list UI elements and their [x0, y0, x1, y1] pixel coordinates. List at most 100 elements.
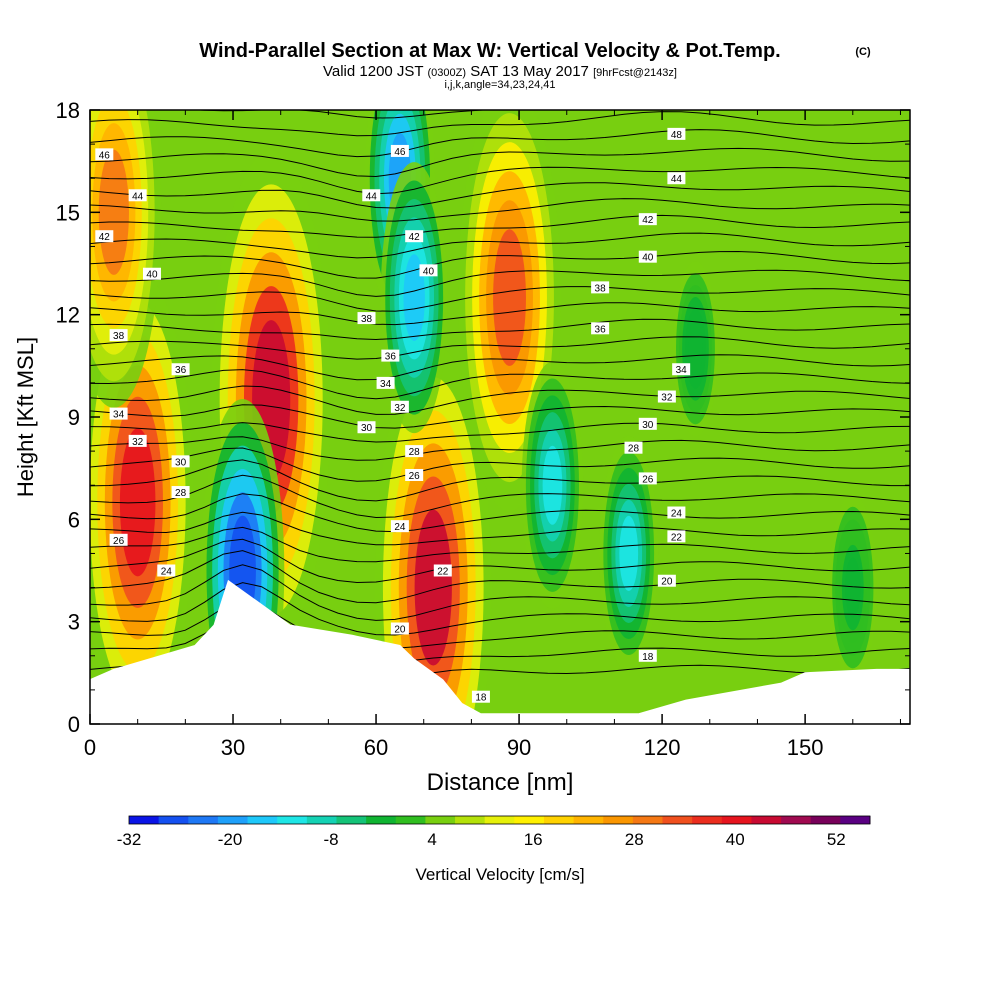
isentrope-label: 32	[657, 390, 676, 404]
colorbar-swatch	[277, 816, 308, 824]
velocity-cell	[90, 110, 162, 408]
isentrope-line	[90, 436, 910, 461]
isentrope-label: 30	[638, 417, 657, 431]
isentrope-label: 26	[638, 472, 657, 485]
isentrope-label: 24	[667, 506, 686, 520]
isentrope-label: 18	[471, 690, 490, 704]
isentrope-line	[90, 474, 910, 519]
isentrope-label-text: 20	[661, 577, 673, 588]
colorbar-tick-label: 52	[827, 830, 846, 849]
isentrope-label: 36	[171, 363, 190, 376]
isentrope-label-text: 38	[595, 283, 607, 294]
colorbar-swatch	[484, 816, 515, 824]
colorbar-swatch	[603, 816, 634, 824]
isentrope-label-text: 34	[676, 365, 688, 376]
colorbar-swatch	[336, 816, 367, 824]
isentrope-label-text: 40	[423, 266, 435, 277]
y-tick-label: 12	[56, 303, 80, 328]
copyright-mark: (C)	[855, 46, 871, 58]
isentrope-line	[90, 286, 910, 312]
isentrope-label-text: 34	[380, 379, 392, 390]
colorbar-tick-label: 28	[625, 830, 644, 849]
terrain-polygon	[90, 579, 910, 724]
isentrope-line	[90, 318, 910, 341]
isentrope-label-text: 20	[394, 624, 406, 635]
isentrope-line	[90, 111, 910, 137]
isentrope-label-text: 26	[642, 474, 654, 485]
isentrope-line	[90, 493, 910, 533]
isentrope-label: 38	[591, 281, 610, 294]
chart-title: Wind-Parallel Section at Max W: Vertical…	[199, 40, 780, 62]
isentrope-label-text: 24	[394, 522, 406, 533]
isentrope-label-text: 44	[671, 174, 683, 185]
x-tick-label: 30	[221, 735, 245, 760]
colorbar-swatch	[306, 816, 337, 824]
x-axis: 0 30 60 90 120 150	[84, 110, 901, 760]
colorbar-swatch	[395, 816, 426, 824]
colorbar-swatch	[129, 816, 160, 824]
isentrope-label-text: 46	[394, 147, 406, 158]
colorbar-tick-label: 16	[524, 830, 543, 849]
valid-zulu: (0300Z)	[428, 67, 467, 79]
isentrope-label-text: 42	[642, 215, 654, 226]
colorbar-tick-label: -32	[117, 830, 142, 849]
isentrope-line	[90, 214, 910, 238]
isentrope-label: 28	[405, 445, 424, 458]
isentrope-label-text: 18	[642, 652, 654, 663]
colorbar-swatch	[543, 816, 575, 824]
isentrope-label-text: 28	[628, 444, 640, 455]
isentrope-line	[90, 550, 910, 604]
isentrope-line	[90, 129, 910, 158]
isentrope-line	[90, 198, 910, 222]
y-tick-label: 6	[68, 507, 80, 532]
x-tick-label: 120	[644, 735, 681, 760]
isentrope-line	[191, 110, 491, 119]
isentrope-label-text: 26	[113, 536, 125, 547]
isentrope-label-text: 22	[671, 532, 683, 543]
isentrope-line	[90, 182, 910, 209]
colorbar-tick-label: 40	[726, 830, 745, 849]
isentrope-label: 28	[624, 441, 643, 455]
x-axis-label: Distance [nm]	[427, 769, 574, 796]
isentrope-label: 36	[381, 349, 400, 363]
isentrope-label: 30	[357, 421, 376, 434]
isentrope-label: 18	[638, 649, 657, 663]
isentrope-line	[90, 302, 910, 326]
isentrope-line	[90, 147, 910, 178]
colorbar-swatch	[840, 816, 871, 824]
isentrope-label: 32	[390, 400, 409, 414]
isentrope-line	[90, 232, 910, 259]
isentrope-label-text: 40	[146, 270, 158, 281]
isentrope-label: 40	[419, 264, 438, 277]
colorbar: -32 -20 -8 4 16 28 40 52	[117, 815, 871, 849]
isentrope-line	[90, 422, 910, 443]
isentrope-label-text: 44	[366, 191, 378, 202]
isentrope-label-text: 38	[361, 314, 373, 325]
isentrope-label: 44	[667, 172, 686, 185]
isentrope-line	[90, 269, 910, 297]
isentrope-label: 26	[405, 468, 424, 482]
colorbar-swatch	[366, 816, 397, 824]
isentrope-label-text: 36	[385, 352, 397, 363]
colorbar-swatch	[692, 816, 723, 824]
isentrope-label-text: 22	[437, 567, 449, 578]
isentrope-label-text: 28	[175, 488, 187, 499]
isentrope-label-text: 42	[409, 232, 421, 243]
isentrope-line	[90, 526, 910, 563]
colorbar-swatch	[810, 816, 841, 824]
isentrope-label: 22	[667, 530, 686, 543]
isentrope-label-text: 32	[132, 437, 144, 448]
isentrope-label-text: 38	[113, 331, 125, 342]
isentrope-label-text: 30	[361, 423, 373, 434]
isentrope-label-text: 40	[642, 253, 654, 264]
velocity-field	[90, 110, 910, 724]
colorbar-swatch	[217, 816, 249, 824]
isentrope-label: 38	[357, 312, 376, 325]
isentrope-label-text: 24	[161, 567, 173, 578]
colorbar-label: Vertical Velocity [cm/s]	[415, 865, 584, 884]
isentrope-label-text: 30	[175, 457, 187, 468]
isentrope-label: 32	[128, 434, 147, 448]
velocity-cell	[828, 494, 877, 682]
colorbar-swatch	[247, 816, 278, 824]
y-tick-label: 15	[56, 200, 80, 225]
